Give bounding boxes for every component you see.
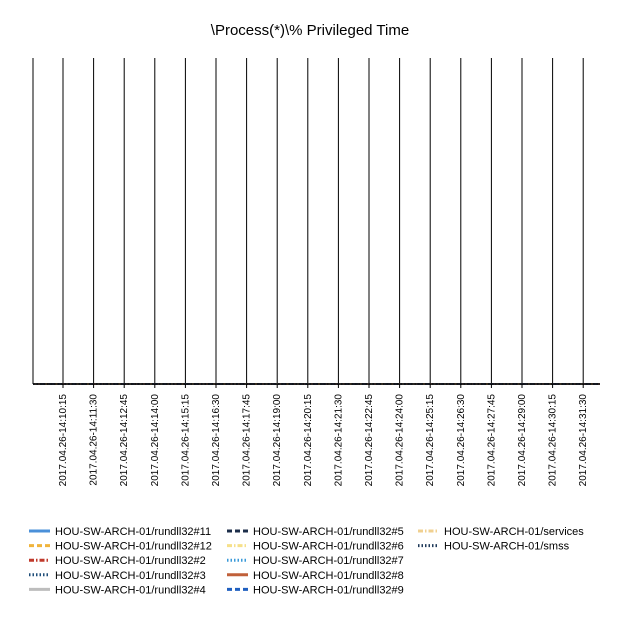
legend-label: HOU-SW-ARCH-01/rundll32#2: [55, 555, 206, 567]
x-tick-label: 2017.04.26-14:16:30: [211, 394, 222, 487]
legend-label: HOU-SW-ARCH-01/rundll32#5: [253, 526, 404, 538]
legend: HOU-SW-ARCH-01/rundll32#11 HOU-SW-ARCH-01…: [29, 526, 584, 596]
legend-label: HOU-SW-ARCH-01/rundll32#4: [55, 584, 206, 596]
chart-title: \Process(*)\% Privileged Time: [211, 22, 409, 39]
x-tick-label: 2017.04.26-14:29:00: [517, 394, 528, 487]
x-tick-label: 2017.04.26-14:25:15: [425, 394, 436, 487]
x-tick-label: 2017.04.26-14:27:45: [486, 394, 497, 487]
legend-label: HOU-SW-ARCH-01/smss: [444, 541, 570, 553]
x-tick-label: 2017.04.26-14:10:15: [58, 394, 69, 487]
x-tick-label: 2017.04.26-14:24:00: [395, 394, 406, 487]
x-tick-label: 2017.04.26-14:30:15: [548, 394, 559, 487]
x-tick-label: 2017.04.26-14:31:30: [578, 394, 589, 487]
x-tick-label: 2017.04.26-14:11:30: [89, 394, 100, 486]
legend-label: HOU-SW-ARCH-01/services: [444, 526, 584, 538]
x-tick-label: 2017.04.26-14:26:30: [456, 394, 467, 487]
x-tick-label: 2017.04.26-14:20:15: [303, 394, 314, 487]
x-axis: 2017.04.26-14:10:15 2017.04.26-14:11:30 20…: [33, 383, 600, 487]
legend-label: HOU-SW-ARCH-01/rundll32#12: [55, 541, 212, 553]
legend-label: HOU-SW-ARCH-01/rundll32#11: [55, 526, 211, 538]
legend-label: HOU-SW-ARCH-01/rundll32#3: [55, 570, 206, 582]
legend-label: HOU-SW-ARCH-01/rundll32#8: [253, 570, 404, 582]
x-tick-label: 2017.04.26-14:21:30: [333, 394, 344, 487]
x-tick-label: 2017.04.26-14:12:45: [119, 394, 130, 487]
x-tick-label: 2017.04.26-14:22:45: [364, 394, 375, 487]
legend-label: HOU-SW-ARCH-01/rundll32#6: [253, 541, 404, 553]
x-tick-label: 2017.04.26-14:19:00: [272, 394, 283, 487]
x-tick-label: 2017.04.26-14:15:15: [180, 394, 191, 487]
legend-label: HOU-SW-ARCH-01/rundll32#7: [253, 555, 404, 567]
grid-lines: [32, 58, 584, 384]
legend-label: HOU-SW-ARCH-01/rundll32#9: [253, 584, 404, 596]
x-tick-label: 2017.04.26-14:17:45: [242, 394, 253, 487]
x-tick-label: 2017.04.26-14:14:00: [150, 394, 161, 487]
